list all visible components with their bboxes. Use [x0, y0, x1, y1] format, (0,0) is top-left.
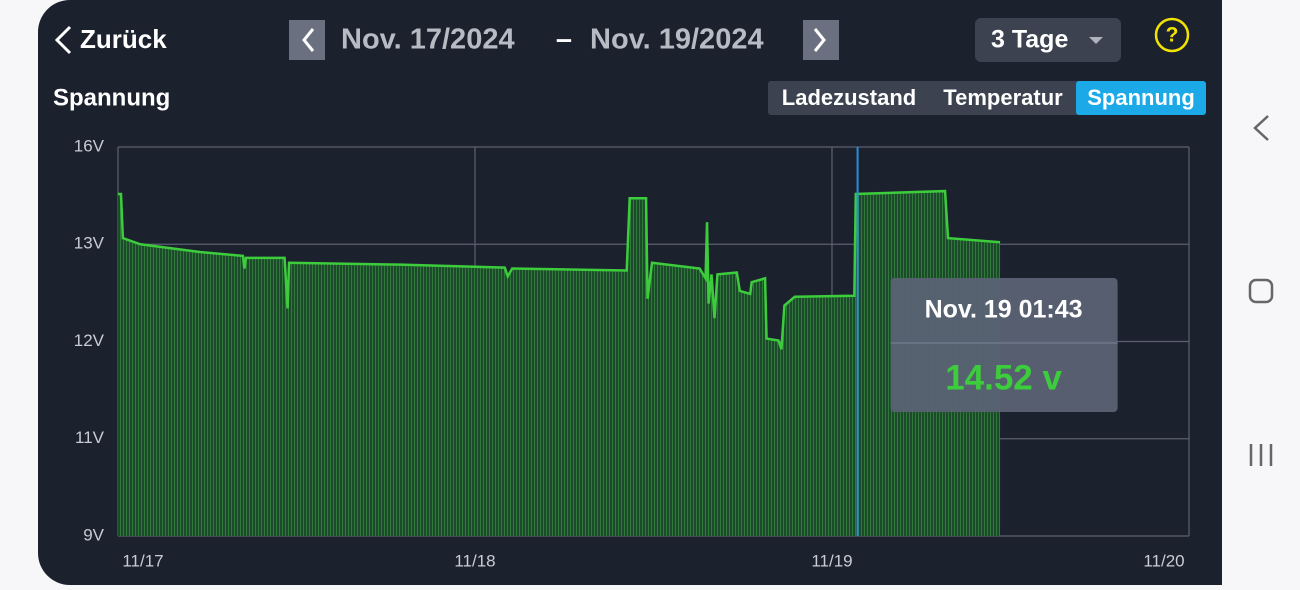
prev-icon[interactable] — [302, 28, 315, 52]
back-label[interactable]: Zurück — [80, 24, 167, 54]
range-dropdown[interactable] — [975, 18, 1121, 62]
tab-label[interactable]: Ladezustand — [782, 85, 916, 110]
range-label[interactable]: 3 Tage — [991, 26, 1068, 54]
back-button[interactable]: Zurück — [54, 24, 167, 55]
help-button[interactable] — [1154, 17, 1190, 53]
y-tick-label: 13V — [74, 234, 105, 253]
tooltip — [890, 278, 1118, 412]
nav-back[interactable] — [1253, 115, 1269, 141]
date-from: Nov. 17/2024 — [341, 24, 515, 56]
tab[interactable] — [1076, 81, 1206, 115]
x-tick-label: 11/20 — [1143, 551, 1184, 570]
dropdown-arrow[interactable] — [1089, 37, 1103, 44]
x-tick-label: 11/19 — [811, 551, 852, 570]
tabs: Ladezustand Temperatur Spannung — [768, 81, 1206, 115]
y-tick-label: 12V — [74, 331, 105, 350]
next-icon[interactable] — [813, 28, 826, 52]
tooltip-value: 14.52 v — [945, 358, 1062, 397]
next-button[interactable] — [803, 20, 839, 60]
date-separator: – — [556, 24, 572, 56]
x-tick-label: 11/18 — [454, 551, 495, 570]
chart-title: Spannung — [53, 84, 170, 111]
tab[interactable] — [930, 81, 1076, 115]
y-tick-label: 16V — [74, 136, 105, 155]
chart: 9V 11V 12V 13V 16V 11/17 11/18 11/19 11/20 Nov. 1… — [74, 136, 1190, 570]
prev-button[interactable] — [289, 20, 325, 60]
tab-label[interactable]: Temperatur — [943, 85, 1063, 110]
help-label[interactable]: ? — [1166, 24, 1179, 47]
nav-home[interactable] — [1248, 278, 1274, 304]
x-tick-label: 11/17 — [122, 551, 163, 570]
tooltip-title: Nov. 19 01:43 — [925, 296, 1083, 324]
back-icon[interactable] — [54, 25, 72, 55]
area — [118, 191, 1001, 536]
nav-recents[interactable] — [1249, 444, 1273, 466]
y-tick-label: 9V — [83, 525, 104, 544]
tab-label[interactable]: Spannung — [1087, 85, 1195, 110]
line — [118, 189, 1001, 350]
date-to: Nov. 19/2024 — [590, 24, 764, 56]
y-tick-label: 11V — [75, 428, 105, 447]
tab[interactable] — [768, 81, 930, 115]
